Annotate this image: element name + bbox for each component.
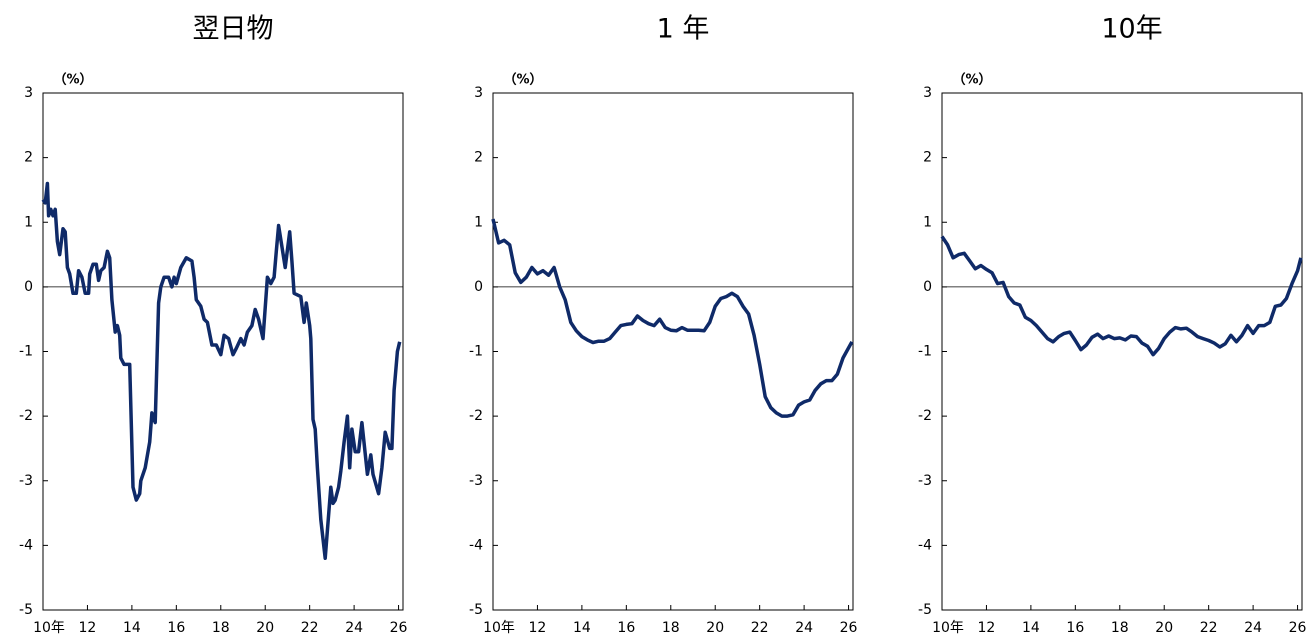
y-tick-label: -1 — [19, 344, 33, 360]
x-tick-label: 10年 — [33, 620, 65, 636]
chart-title: 10年 — [1101, 14, 1162, 45]
y-tick-label: -1 — [469, 344, 483, 360]
x-tick-label: 18 — [662, 620, 680, 636]
x-tick-label: 22 — [1200, 620, 1218, 636]
y-tick-label: 2 — [474, 150, 483, 166]
y-tick-label: 1 — [923, 214, 932, 230]
y-tick-label: 0 — [923, 279, 932, 295]
y-tick-label: 0 — [474, 279, 483, 295]
x-tick-label: 26 — [1289, 620, 1307, 636]
x-tick-label: 14 — [573, 620, 591, 636]
y-tick-label: -3 — [19, 473, 33, 489]
y-tick-label: -5 — [469, 602, 483, 618]
x-tick-label: 24 — [795, 620, 813, 636]
x-tick-label: 12 — [79, 620, 97, 636]
x-tick-label: 12 — [529, 620, 547, 636]
x-tick-label: 18 — [1111, 620, 1129, 636]
x-tick-label: 10年 — [932, 620, 964, 636]
x-tick-label: 24 — [345, 620, 363, 636]
y-tick-label: -1 — [918, 344, 932, 360]
x-tick-label: 22 — [751, 620, 769, 636]
x-tick-label: 16 — [1066, 620, 1084, 636]
x-tick-label: 10年 — [483, 620, 515, 636]
x-tick-label: 22 — [301, 620, 319, 636]
y-axis-label: （%） — [503, 72, 542, 88]
y-tick-label: -2 — [918, 408, 932, 424]
y-tick-label: -3 — [918, 473, 932, 489]
y-tick-label: 1 — [24, 214, 33, 230]
y-tick-label: 3 — [24, 85, 33, 101]
x-tick-label: 14 — [1022, 620, 1040, 636]
x-tick-label: 24 — [1244, 620, 1262, 636]
x-tick-label: 16 — [167, 620, 185, 636]
x-tick-label: 20 — [256, 620, 274, 636]
y-axis-label: （%） — [952, 72, 991, 88]
x-tick-label: 16 — [617, 620, 635, 636]
y-tick-label: 0 — [24, 279, 33, 295]
y-tick-label: 3 — [474, 85, 483, 101]
y-tick-label: -4 — [469, 537, 483, 553]
x-tick-label: 14 — [123, 620, 141, 636]
x-tick-label: 12 — [978, 620, 996, 636]
x-tick-label: 18 — [212, 620, 230, 636]
y-tick-label: -4 — [918, 537, 932, 553]
chart-title: 1 年 — [657, 14, 710, 45]
plot-frame — [492, 92, 854, 611]
y-axis-label: （%） — [53, 72, 92, 88]
x-tick-label: 26 — [840, 620, 858, 636]
y-tick-label: -2 — [19, 408, 33, 424]
y-tick-label: -5 — [19, 602, 33, 618]
x-tick-label: 20 — [1155, 620, 1173, 636]
y-tick-label: -2 — [469, 408, 483, 424]
y-tick-label: -5 — [918, 602, 932, 618]
y-tick-label: 2 — [24, 150, 33, 166]
chart-title: 翌日物 — [193, 14, 274, 45]
y-tick-label: -4 — [19, 537, 33, 553]
x-tick-label: 20 — [706, 620, 724, 636]
plot-frame — [941, 92, 1303, 611]
y-tick-label: 3 — [923, 85, 932, 101]
y-tick-label: 1 — [474, 214, 483, 230]
y-tick-label: -3 — [469, 473, 483, 489]
y-tick-label: 2 — [923, 150, 932, 166]
data-line — [41, 181, 402, 561]
x-tick-label: 26 — [390, 620, 408, 636]
data-line — [491, 218, 854, 418]
data-line — [940, 235, 1303, 357]
